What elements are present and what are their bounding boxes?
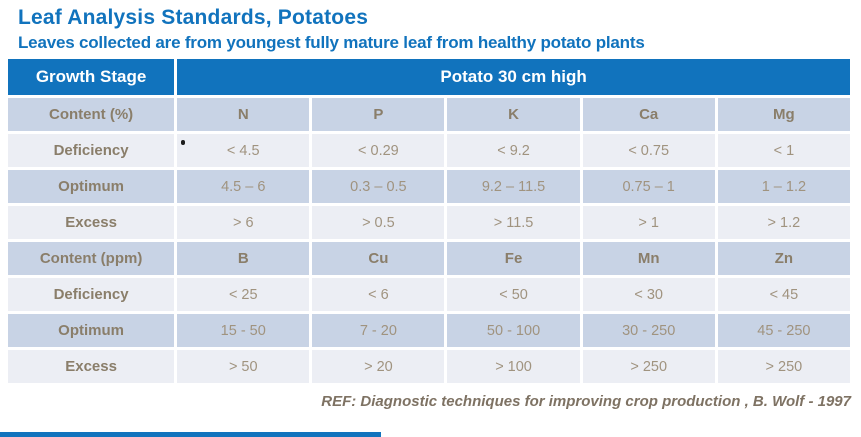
- stray-dot-mark: [181, 140, 186, 145]
- column-header-n: N: [177, 98, 310, 131]
- value-cell: < 50: [447, 278, 580, 311]
- column-header-k: K: [447, 98, 580, 131]
- growth-stage-header: Growth Stage: [8, 59, 175, 95]
- ppm-excess-row: Excess > 50 > 20 > 100 > 250 > 250: [8, 350, 850, 383]
- column-header-cu: Cu: [312, 242, 445, 275]
- pct-excess-row: Excess > 6 > 0.5 > 11.5 > 1 > 1.2: [8, 206, 850, 239]
- column-header-mn: Mn: [582, 242, 715, 275]
- value-cell: > 250: [582, 350, 715, 383]
- column-header-ca: Ca: [582, 98, 715, 131]
- value-cell: 30 - 250: [582, 314, 715, 347]
- value-cell: > 250: [717, 350, 850, 383]
- reference-text: REF: Diagnostic techniques for improving…: [321, 393, 851, 410]
- row-label: Optimum: [8, 170, 175, 203]
- value-cell: 0.75 – 1: [582, 170, 715, 203]
- page-subtitle: Leaves collected are from youngest fully…: [18, 33, 645, 52]
- value-cell: < 9.2: [447, 134, 580, 167]
- value-cell: < 0.75: [582, 134, 715, 167]
- content-ppm-label: Content (ppm): [8, 242, 175, 275]
- value-cell: < 45: [717, 278, 850, 311]
- value-cell: 9.2 – 11.5: [447, 170, 580, 203]
- content-pct-header-row: Content (%) N P K Ca Mg: [8, 98, 850, 131]
- ppm-deficiency-row: Deficiency < 25 < 6 < 50 < 30 < 45: [8, 278, 850, 311]
- value-cell: 0.3 – 0.5: [312, 170, 445, 203]
- row-label: Excess: [8, 206, 175, 239]
- slide: Leaf Analysis Standards, Potatoes Leaves…: [0, 6, 853, 437]
- value-cell: 50 - 100: [447, 314, 580, 347]
- row-label: Optimum: [8, 314, 175, 347]
- value-cell: > 20: [312, 350, 445, 383]
- value-cell: > 0.5: [312, 206, 445, 239]
- value-cell: 45 - 250: [717, 314, 850, 347]
- column-header-zn: Zn: [717, 242, 850, 275]
- pct-deficiency-row: Deficiency < 4.5 < 0.29 < 9.2 < 0.75 < 1: [8, 134, 850, 167]
- value-cell: > 6: [177, 206, 310, 239]
- column-header-fe: Fe: [447, 242, 580, 275]
- value-cell: < 25: [177, 278, 310, 311]
- column-header-p: P: [312, 98, 445, 131]
- value-cell: > 100: [447, 350, 580, 383]
- column-header-b: B: [177, 242, 310, 275]
- value-cell: 15 - 50: [177, 314, 310, 347]
- value-cell: 4.5 – 6: [177, 170, 310, 203]
- table-header-row: Growth Stage Potato 30 cm high: [8, 59, 850, 95]
- leaf-analysis-table: Growth Stage Potato 30 cm high Content (…: [5, 56, 853, 386]
- value-cell: < 4.5: [177, 134, 310, 167]
- ppm-optimum-row: Optimum 15 - 50 7 - 20 50 - 100 30 - 250…: [8, 314, 850, 347]
- column-header-mg: Mg: [717, 98, 850, 131]
- value-cell: < 1: [717, 134, 850, 167]
- value-cell: > 1.2: [717, 206, 850, 239]
- value-cell: 7 - 20: [312, 314, 445, 347]
- value-cell: > 11.5: [447, 206, 580, 239]
- pct-optimum-row: Optimum 4.5 – 6 0.3 – 0.5 9.2 – 11.5 0.7…: [8, 170, 850, 203]
- value-cell: < 30: [582, 278, 715, 311]
- value-cell: < 6: [312, 278, 445, 311]
- value-cell: > 1: [582, 206, 715, 239]
- content-pct-label: Content (%): [8, 98, 175, 131]
- value-cell: > 50: [177, 350, 310, 383]
- row-label: Deficiency: [8, 278, 175, 311]
- content-ppm-header-row: Content (ppm) B Cu Fe Mn Zn: [8, 242, 850, 275]
- row-label: Excess: [8, 350, 175, 383]
- value-text: < 4.5: [226, 142, 260, 159]
- bottom-accent-bar: [0, 432, 381, 437]
- page-title: Leaf Analysis Standards, Potatoes: [18, 6, 369, 29]
- value-cell: 1 – 1.2: [717, 170, 850, 203]
- potato-stage-header: Potato 30 cm high: [177, 59, 850, 95]
- value-cell: < 0.29: [312, 134, 445, 167]
- row-label: Deficiency: [8, 134, 175, 167]
